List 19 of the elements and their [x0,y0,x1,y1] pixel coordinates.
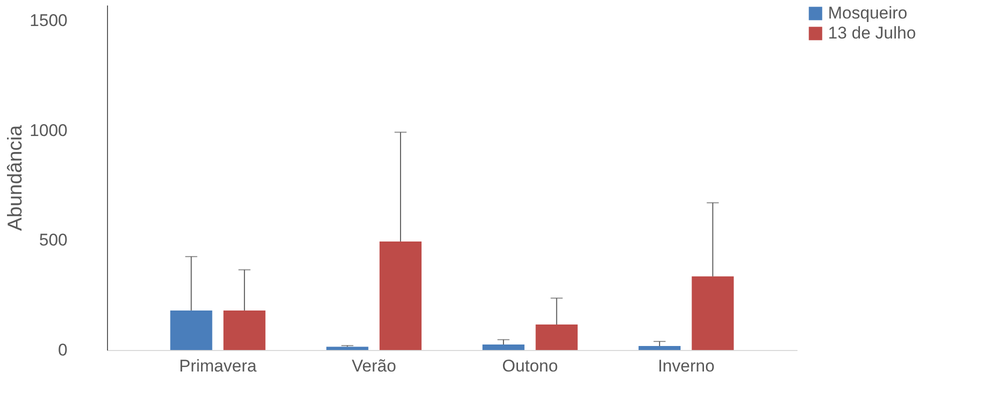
bar [482,344,524,350]
y-tick-label: 0 [58,340,68,360]
y-tick-label: 1500 [30,10,68,30]
bar [692,276,734,350]
legend-label: Mosqueiro [828,4,908,22]
bar [326,346,368,350]
y-tick-label: 500 [39,230,68,250]
legend-label: 13 de Julho [828,24,916,42]
y-tick-label: 1000 [30,120,68,140]
bar [638,346,681,350]
x-tick-label: Inverno [658,356,715,376]
bar [170,310,212,350]
bar [536,324,578,350]
bar [380,241,422,350]
x-tick-label: Verão [352,356,396,376]
x-tick-label: Primavera [179,356,258,376]
y-axis-title: Abundância [4,124,27,231]
bar [223,310,266,350]
x-tick-label: Outono [502,356,558,376]
